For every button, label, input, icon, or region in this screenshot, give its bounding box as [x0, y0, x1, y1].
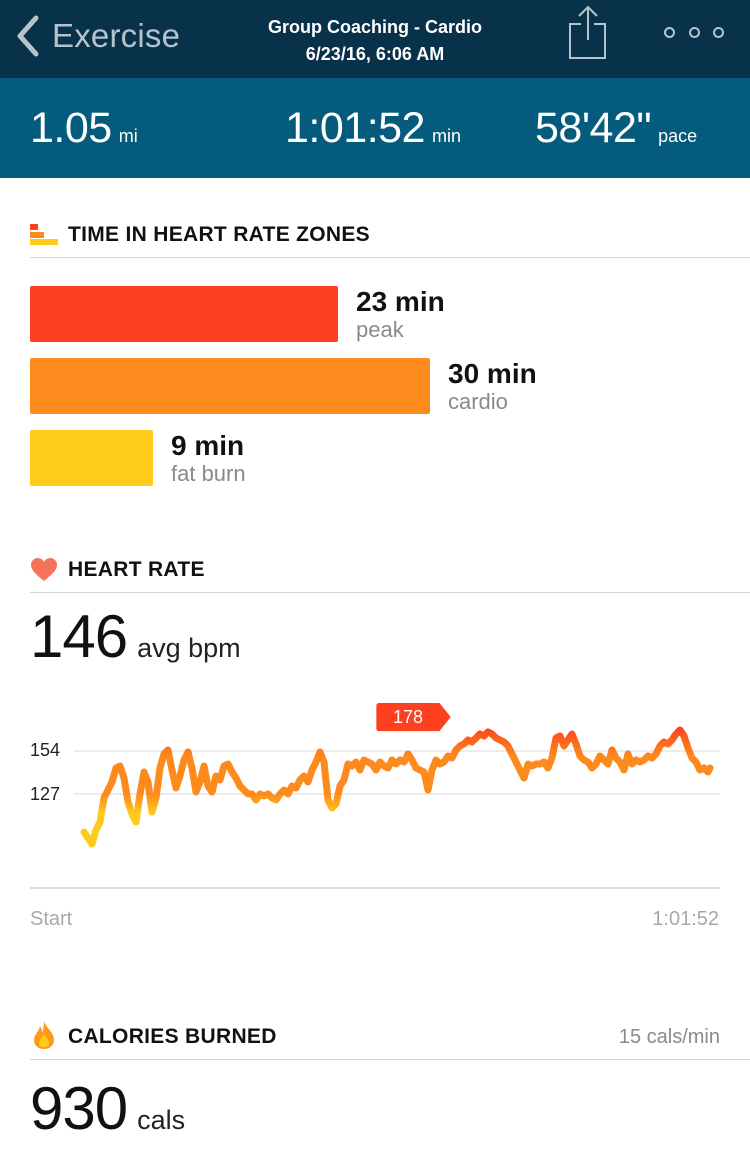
summary-stats: 1.05 mi 1:01:52 min 58'42" pace — [0, 78, 750, 178]
back-button[interactable]: Exercise — [14, 12, 180, 60]
cardio-zone-time: 30 min — [448, 358, 537, 389]
back-label: Exercise — [52, 17, 181, 54]
heart-rate-section-header: HEART RATE — [30, 545, 750, 593]
fat-burn-zone-name: fat burn — [171, 461, 246, 486]
calories-section-header: CALORIES BURNED 15 cals/min — [30, 1012, 750, 1060]
distance-stat: 1.05 mi — [30, 104, 138, 153]
heart-icon — [31, 558, 57, 581]
y-label-154: 154 — [30, 740, 61, 760]
duration-value: 1:01:52 — [285, 104, 425, 152]
page-title: Group Coaching - Cardio 6/23/16, 6:06 AM — [225, 14, 525, 68]
more-dot-icon — [713, 26, 724, 38]
more-dot-icon — [664, 26, 675, 38]
workout-datetime: 6/23/16, 6:06 AM — [305, 44, 445, 64]
pace-stat: 58'42" pace — [535, 104, 697, 153]
share-icon[interactable] — [567, 4, 611, 60]
chevron-left-icon — [17, 15, 39, 57]
zones-section-header: TIME IN HEART RATE ZONES — [30, 210, 750, 258]
calories-rate: 15 cals/min — [618, 1026, 720, 1048]
avg-heart-rate: 146 avg bpm — [30, 602, 241, 671]
pace-unit: pace — [658, 126, 698, 146]
nav-bar: Exercise Group Coaching - Cardio 6/23/16… — [0, 0, 750, 78]
heart-rate-line — [80, 726, 714, 848]
pace-value: 58'42" — [535, 104, 652, 152]
heart-rate-title: HEART RATE — [68, 558, 205, 581]
chart-end-label: 1:01:52 — [652, 908, 719, 930]
zones-bars-icon — [30, 224, 58, 245]
duration-stat: 1:01:52 min — [285, 104, 461, 153]
y-label-127: 127 — [30, 784, 61, 804]
max-heart-rate-value: 178 — [392, 707, 424, 727]
fat-burn-zone-time: 9 min — [171, 430, 245, 461]
avg-heart-rate-value: 146 — [30, 603, 128, 670]
workout-name: Group Coaching - Cardio — [268, 17, 482, 37]
chart-start-label: Start — [30, 908, 73, 930]
calories-value: 930 — [30, 1075, 128, 1142]
calories-unit: cals — [137, 1105, 186, 1135]
peak-zone-time: 23 min — [356, 286, 445, 317]
avg-heart-rate-unit: avg bpm — [137, 633, 241, 663]
more-options-button[interactable] — [664, 22, 724, 42]
peak-zone-name: peak — [356, 317, 404, 342]
peak-zone-bar — [30, 286, 338, 342]
cardio-zone-bar — [30, 358, 430, 414]
flame-icon — [34, 1021, 54, 1049]
distance-unit: mi — [118, 126, 138, 146]
calories-total: 930 cals — [30, 1074, 185, 1143]
cardio-zone-label: 30 min cardio — [448, 359, 537, 415]
duration-unit: min — [431, 126, 461, 146]
more-dot-icon — [688, 26, 700, 38]
distance-value: 1.05 — [30, 104, 112, 152]
heart-rate-chart[interactable] — [0, 690, 750, 890]
calories-title: CALORIES BURNED — [68, 1025, 277, 1048]
peak-zone-label: 23 min peak — [356, 287, 445, 343]
fat-burn-zone-label: 9 min fat burn — [171, 431, 246, 487]
max-heart-rate-badge — [376, 702, 451, 732]
cardio-zone-name: cardio — [448, 389, 508, 414]
zones-title: TIME IN HEART RATE ZONES — [68, 223, 370, 246]
fat-burn-zone-bar — [30, 430, 153, 486]
